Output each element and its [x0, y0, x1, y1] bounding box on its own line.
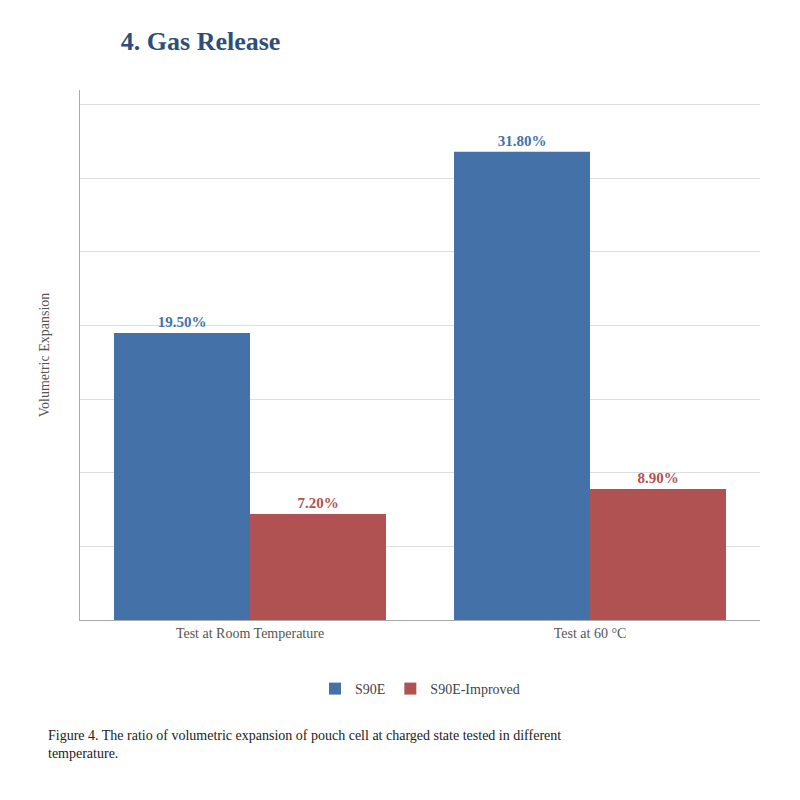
- svg-text:19.50%: 19.50%: [158, 314, 207, 330]
- svg-text:4. Gas Release: 4. Gas Release: [121, 27, 281, 56]
- svg-text:Volumetric Expansion: Volumetric Expansion: [37, 293, 52, 418]
- svg-text:Test at 60 °C: Test at 60 °C: [554, 626, 627, 641]
- svg-text:31.80%: 31.80%: [498, 133, 547, 149]
- svg-text:Test at Room Temperature: Test at Room Temperature: [176, 626, 324, 641]
- svg-text:Figure 4. The ratio of volumet: Figure 4. The ratio of volumetric expans…: [48, 728, 561, 761]
- svg-text:8.90%: 8.90%: [637, 470, 678, 486]
- svg-text:S90E-Improved: S90E-Improved: [430, 682, 519, 697]
- svg-text:7.20%: 7.20%: [297, 495, 338, 511]
- svg-text:S90E: S90E: [355, 682, 385, 697]
